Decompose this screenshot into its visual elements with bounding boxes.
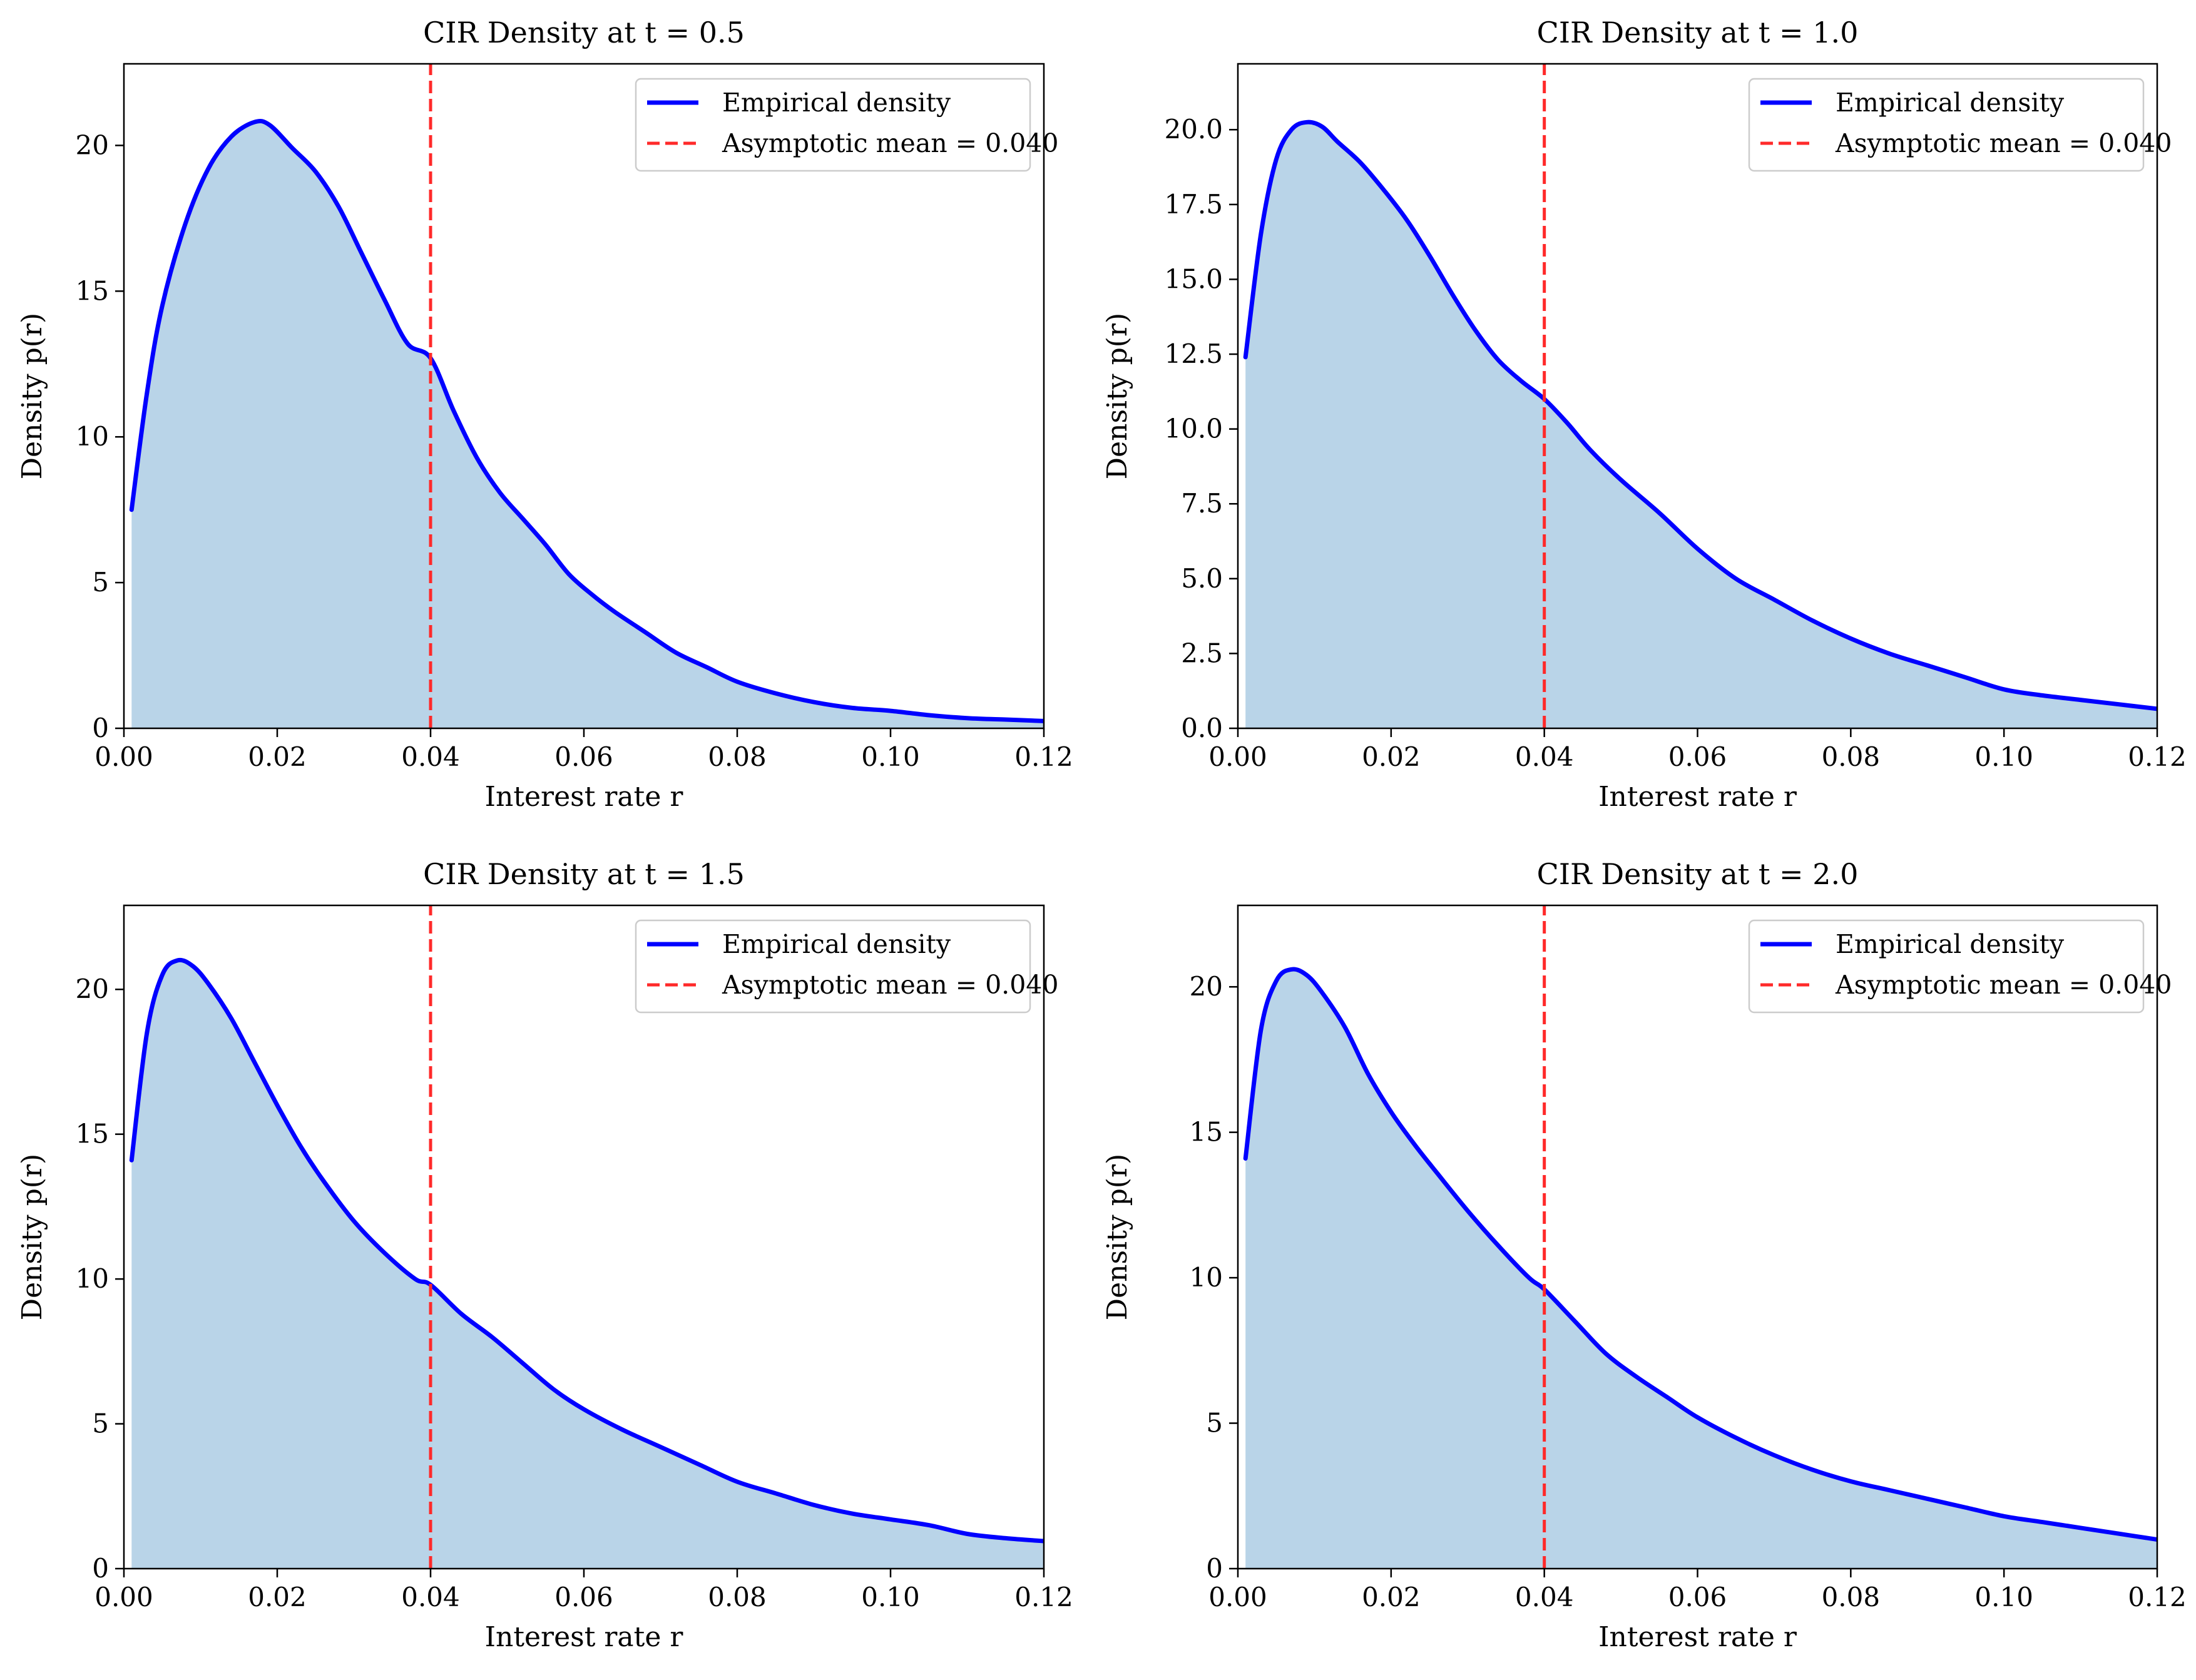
- y-tick-label: 7.5: [1181, 488, 1223, 519]
- x-tick-label: 0.10: [861, 741, 920, 772]
- x-axis-label: Interest rate r: [485, 1621, 684, 1653]
- y-tick-label: 10: [1190, 1262, 1223, 1293]
- x-tick-label: 0.02: [248, 1582, 307, 1612]
- x-axis-label: Interest rate r: [485, 781, 684, 813]
- x-tick-label: 0.12: [2128, 741, 2187, 772]
- y-tick-label: 5.0: [1181, 563, 1223, 594]
- x-tick-label: 0.08: [708, 741, 767, 772]
- x-tick-label: 0.04: [1515, 741, 1574, 772]
- x-tick-label: 0.08: [708, 1582, 767, 1612]
- x-tick-label: 0.04: [401, 1582, 460, 1612]
- legend-box: [635, 78, 1031, 172]
- chart-title: CIR Density at t = 1.0: [1537, 16, 1859, 49]
- density-fill-area: [131, 121, 1044, 728]
- y-tick-label: 0: [1206, 1553, 1223, 1584]
- chart-title: CIR Density at t = 2.0: [1537, 857, 1859, 891]
- legend-label-mean: Asymptotic mean = 0.040: [1835, 970, 2172, 1000]
- x-tick-label: 0.06: [1668, 1582, 1727, 1612]
- y-tick-label: 0: [92, 713, 109, 743]
- density-line: [1243, 967, 2157, 1542]
- x-tick-label: 0.02: [1362, 741, 1421, 772]
- x-tick-label: 0.06: [554, 1582, 613, 1612]
- y-tick-label: 20.0: [1164, 114, 1223, 145]
- y-tick-label: 12.5: [1164, 339, 1223, 369]
- y-tick-label: 15: [76, 275, 109, 306]
- density-line: [129, 957, 1044, 1544]
- chart-panel: 0.00 0.02 0.04 0.06 0.08 0.10 0.12 0 5 10 15 20 CIR …: [1101, 857, 2187, 1653]
- density-fill-area: [1245, 122, 2157, 728]
- legend-label-mean: Asymptotic mean = 0.040: [722, 970, 1058, 1000]
- legend-label-density: Empirical density: [722, 929, 951, 959]
- x-tick-label: 0.10: [1974, 1582, 2033, 1612]
- y-tick-label: 0: [92, 1553, 109, 1584]
- chart-title: CIR Density at t = 0.5: [423, 16, 745, 49]
- y-tick-label: 20: [1190, 971, 1223, 1002]
- x-tick-label: 0.12: [1014, 741, 1073, 772]
- y-tick-label: 5: [92, 567, 109, 598]
- density-line: [129, 118, 1044, 723]
- legend-label-density: Empirical density: [722, 88, 951, 118]
- x-tick-label: 0.06: [554, 741, 613, 772]
- y-axis-label: Density p(r): [16, 1154, 48, 1320]
- x-tick-label: 0.10: [861, 1582, 920, 1612]
- density-fill-area: [131, 960, 1044, 1569]
- y-tick-label: 10: [76, 421, 109, 452]
- y-tick-label: 2.5: [1181, 638, 1223, 668]
- x-tick-label: 0.04: [401, 741, 460, 772]
- y-tick-label: 10: [76, 1263, 109, 1294]
- legend-box: [635, 919, 1031, 1014]
- legend-label-mean: Asymptotic mean = 0.040: [1835, 128, 2172, 158]
- density-line: [1243, 120, 2157, 711]
- x-tick-label: 0.00: [1208, 741, 1267, 772]
- legend-label-density: Empirical density: [1836, 88, 2065, 118]
- y-tick-label: 17.5: [1164, 189, 1223, 220]
- y-axis-label: Density p(r): [1101, 313, 1133, 479]
- y-tick-label: 15: [1190, 1117, 1223, 1148]
- x-tick-label: 0.02: [248, 741, 307, 772]
- y-tick-label: 5: [92, 1408, 109, 1439]
- x-tick-label: 0.02: [1362, 1582, 1421, 1612]
- x-tick-label: 0.00: [1208, 1582, 1267, 1612]
- x-tick-label: 0.06: [1668, 741, 1727, 772]
- x-tick-label: 0.04: [1515, 1582, 1574, 1612]
- x-tick-label: 0.12: [1014, 1582, 1073, 1612]
- x-tick-label: 0.00: [94, 1582, 153, 1612]
- x-axis-label: Interest rate r: [1598, 781, 1797, 813]
- y-tick-label: 15: [76, 1119, 109, 1149]
- y-tick-label: 20: [76, 130, 109, 160]
- y-tick-label: 20: [76, 974, 109, 1004]
- y-tick-label: 15.0: [1164, 263, 1223, 294]
- y-axis-label: Density p(r): [16, 313, 48, 479]
- legend-box: [1748, 78, 2145, 172]
- x-tick-label: 0.08: [1822, 1582, 1881, 1612]
- y-axis-label: Density p(r): [1101, 1154, 1133, 1320]
- y-tick-label: 0.0: [1181, 713, 1223, 743]
- y-tick-label: 5: [1206, 1408, 1223, 1438]
- x-tick-label: 0.00: [94, 741, 153, 772]
- x-axis-label: Interest rate r: [1598, 1621, 1797, 1653]
- density-fill-area: [1245, 969, 2157, 1569]
- y-tick-label: 10.0: [1164, 414, 1223, 444]
- legend-label-density: Empirical density: [1836, 929, 2065, 959]
- legend-label-mean: Asymptotic mean = 0.040: [722, 128, 1058, 158]
- x-tick-label: 0.12: [2128, 1582, 2187, 1612]
- chart-panel: 0.00 0.02 0.04 0.06 0.08 0.10 0.12 0 5 10 15 20 CIR …: [16, 16, 1073, 813]
- chart-panel: 0.00 0.02 0.04 0.06 0.08 0.10 0.12 0 5 10 15 20 CIR …: [16, 857, 1073, 1653]
- x-tick-label: 0.10: [1974, 741, 2033, 772]
- x-tick-label: 0.08: [1822, 741, 1881, 772]
- legend-box: [1748, 919, 2145, 1014]
- chart-panel: 0.00 0.02 0.04 0.06 0.08 0.10 0.12 0.0 2.5 5.0 7.5…: [1101, 16, 2187, 813]
- chart-title: CIR Density at t = 1.5: [423, 857, 745, 891]
